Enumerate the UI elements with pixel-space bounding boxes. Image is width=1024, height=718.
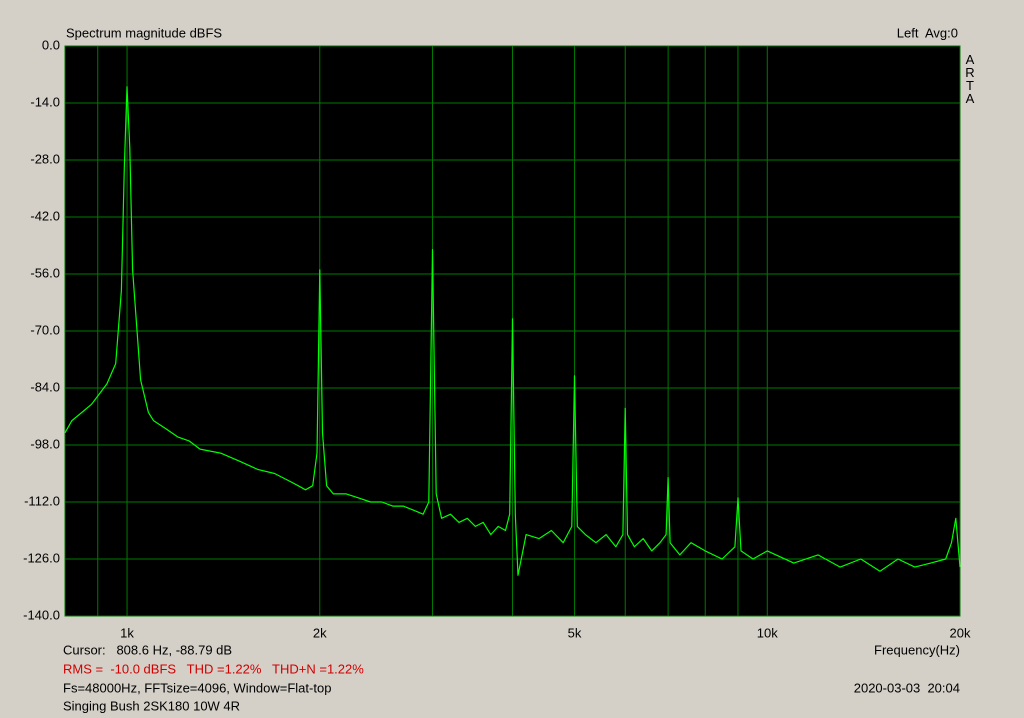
measurements: RMS = -10.0 dBFS THD =1.22% THD+N =1.22% [63, 661, 364, 676]
x-tick-label: 1k [120, 625, 134, 640]
x-axis-label: Frequency(Hz) [874, 642, 960, 657]
spectrum-line [64, 86, 961, 576]
y-tick-label: -140.0 [23, 607, 60, 622]
plot-frame [64, 45, 961, 617]
timestamp: 2020-03-03 20:04 [854, 680, 960, 695]
y-tick-label: -112.0 [24, 493, 60, 508]
x-tick-label: 2k [313, 625, 327, 640]
x-tick-label: 5k [568, 625, 582, 640]
chart-title: Spectrum magnitude dBFS [66, 25, 222, 40]
y-tick-label: -56.0 [30, 265, 60, 280]
y-tick-label: -98.0 [30, 436, 60, 451]
x-tick-label: 10k [757, 625, 778, 640]
channel-label: Left Avg:0 [897, 25, 958, 40]
y-tick-label: -84.0 [30, 379, 60, 394]
device: Singing Bush 2SK180 10W 4R [63, 698, 240, 713]
brand: ARTA [963, 52, 978, 104]
y-tick-label: -42.0 [30, 208, 60, 223]
x-tick-label: 20k [950, 625, 971, 640]
y-tick-label: -14.0 [30, 94, 60, 109]
y-tick-label: 0.0 [42, 37, 60, 52]
y-tick-label: -126.0 [23, 550, 60, 565]
settings: Fs=48000Hz, FFTsize=4096, Window=Flat-to… [63, 680, 331, 695]
cursor-readout: Cursor: 808.6 Hz, -88.79 dB [63, 642, 232, 657]
y-tick-label: -28.0 [30, 151, 60, 166]
y-tick-label: -70.0 [30, 322, 60, 337]
